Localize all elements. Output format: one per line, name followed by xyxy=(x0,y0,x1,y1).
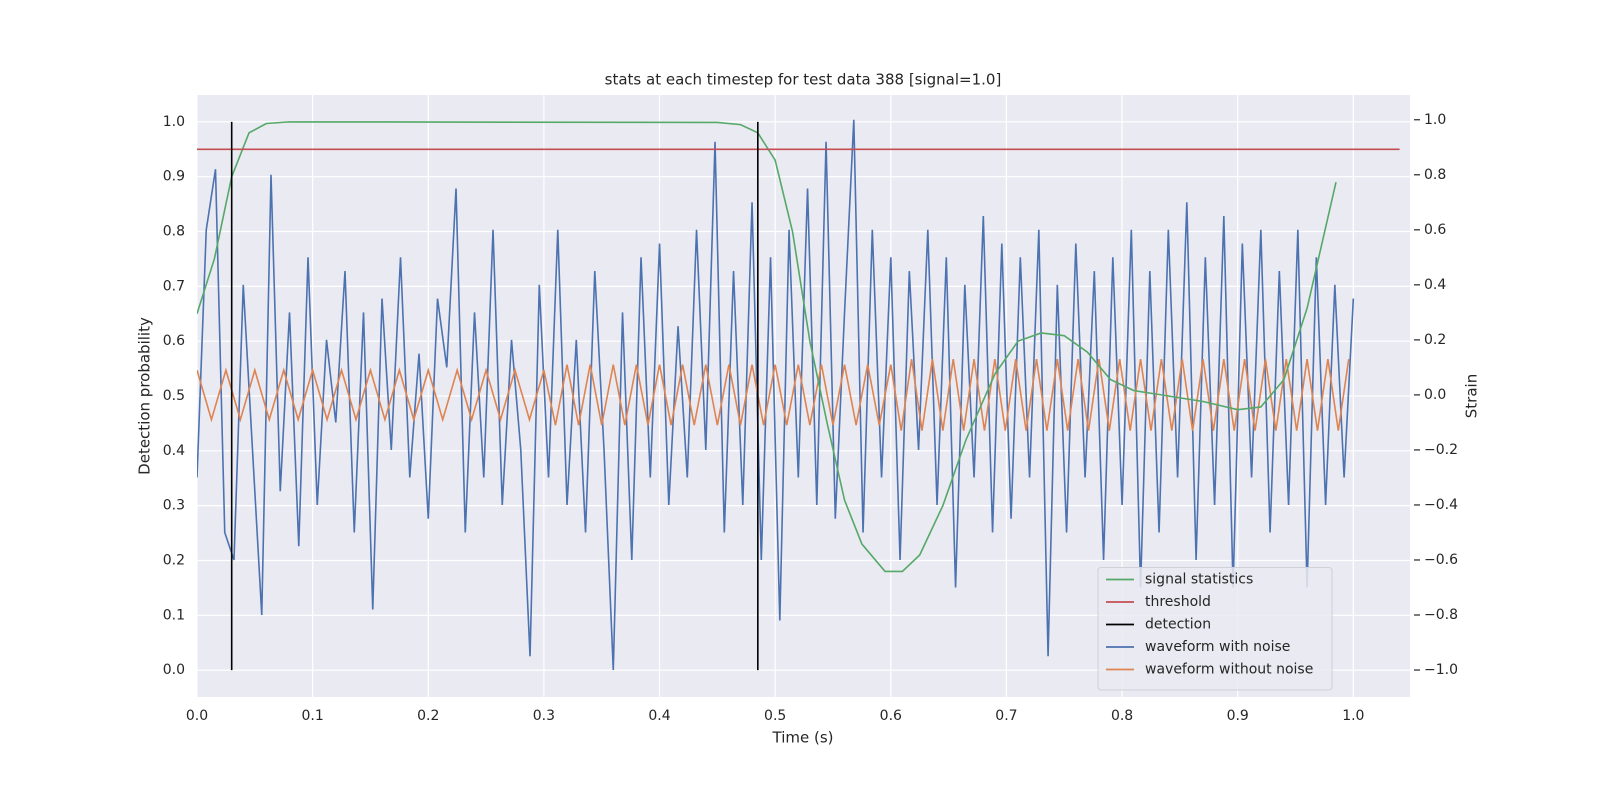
y-tick-label: 0.2 xyxy=(163,552,185,568)
legend-label: waveform with noise xyxy=(1145,639,1290,655)
x-tick-label: 0.9 xyxy=(1227,708,1249,724)
x-tick-label: 0.1 xyxy=(302,708,324,724)
legend-box xyxy=(1097,567,1333,691)
x-tick-label: 0.3 xyxy=(533,708,555,724)
y-tick-label: 0.8 xyxy=(163,224,185,240)
x-tick-label: 1.0 xyxy=(1342,708,1364,724)
y2-tick-label: 0.4 xyxy=(1424,277,1446,293)
series-line xyxy=(197,121,1337,573)
legend-label: signal statistics xyxy=(1145,572,1253,588)
y-tick-label: 0.6 xyxy=(163,333,185,349)
x-tick-label: 0.8 xyxy=(1111,708,1133,724)
y-tick-label: 0.4 xyxy=(163,443,185,459)
y2-tick-label: 0.0 xyxy=(1424,387,1446,403)
x-tick-label: 0.4 xyxy=(648,708,670,724)
series-line xyxy=(197,119,1355,671)
y-axis-label: Detection probability xyxy=(136,317,154,475)
x-tick-label: 0.7 xyxy=(995,708,1017,724)
series-line xyxy=(197,359,1350,431)
y-tick-label: 0.7 xyxy=(163,278,185,294)
y2-tick-label: −1.0 xyxy=(1424,662,1458,678)
y-tick-label: 0.5 xyxy=(163,388,185,404)
x-tick-label: 0.6 xyxy=(880,708,902,724)
legend-label: detection xyxy=(1145,617,1211,633)
x-tick-label: 0.2 xyxy=(417,708,439,724)
y-tick-label: 0.0 xyxy=(163,662,185,678)
legend-label: threshold xyxy=(1145,594,1211,610)
y2-tick-label: 0.2 xyxy=(1424,332,1446,348)
y2-axis-label: Strain xyxy=(1463,374,1481,418)
y2-tick-label: 1.0 xyxy=(1424,112,1446,128)
y2-tick-label: −0.2 xyxy=(1424,442,1458,458)
y2-tick-label: 0.8 xyxy=(1424,167,1446,183)
legend-label: waveform without noise xyxy=(1145,662,1313,678)
y-tick-label: 0.3 xyxy=(163,498,185,514)
y2-tick-label: 0.6 xyxy=(1424,222,1446,238)
y2-tick-label: −0.4 xyxy=(1424,497,1458,513)
series-line xyxy=(230,121,759,671)
x-axis-label: Time (s) xyxy=(772,729,834,747)
chart-title: stats at each timestep for test data 388… xyxy=(605,71,1002,89)
y-tick-label: 1.0 xyxy=(163,114,185,130)
y-tick-label: 0.9 xyxy=(163,169,185,185)
y2-tick-label: −0.8 xyxy=(1424,607,1458,623)
y2-tick-label: −0.6 xyxy=(1424,552,1458,568)
x-tick-label: 0.0 xyxy=(186,708,208,724)
x-tick-label: 0.5 xyxy=(764,708,786,724)
y-tick-label: 0.1 xyxy=(163,607,185,623)
